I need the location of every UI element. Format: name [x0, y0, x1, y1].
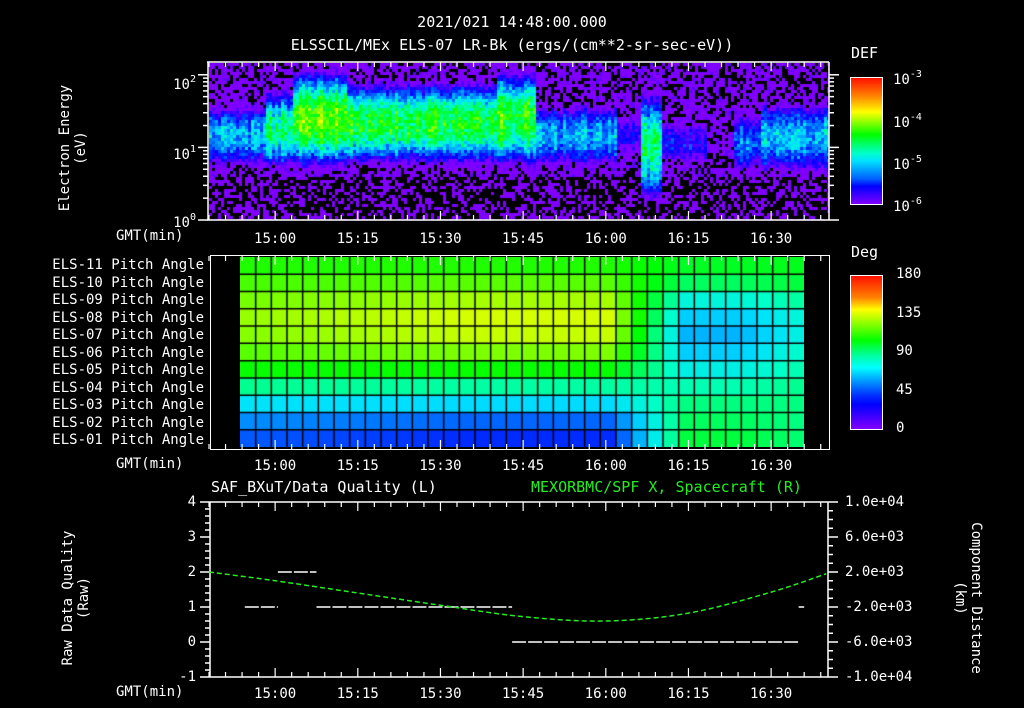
- panel3-xtick-1515: 15:15: [336, 686, 379, 702]
- pitch-row-label-els-04: ELS-04 Pitch Angle: [52, 379, 204, 396]
- deg-colorbar-tick-135: 135: [896, 305, 922, 321]
- panel1-xtick-1530: 15:30: [419, 231, 462, 247]
- pitch-angle-frame: [210, 255, 830, 450]
- panel1-xlabel: GMT(min): [116, 228, 184, 244]
- deg-colorbar-tick-180: 180: [896, 266, 922, 282]
- pitch-row-label-els-09: ELS-09 Pitch Angle: [52, 292, 204, 308]
- panel3-ytick-right-4: -6.0e+03: [845, 634, 913, 650]
- panel2-xtick-1545: 15:45: [502, 458, 545, 474]
- panel2-xtick-1500: 15:00: [254, 458, 297, 474]
- panel3-ytick-left-2: 2: [187, 564, 196, 580]
- deg-colorbar: [850, 275, 883, 430]
- pitch-row-label-els-05: ELS-05 Pitch Angle: [52, 362, 204, 378]
- panel3-xtick-1615: 16:15: [667, 686, 710, 702]
- plot-datetime: 2021/021 14:48:00.000: [417, 13, 607, 31]
- panel3-title-right: MEXORBMC/SPF X, Spacecraft (R): [531, 478, 802, 496]
- panel3-title-left: SAF_BXuT/Data Quality (L): [211, 478, 437, 496]
- panel2-xlabel: GMT(min): [116, 456, 184, 472]
- panel1-xtick-1615: 16:15: [667, 231, 710, 247]
- panel2-xtick-1630: 16:30: [750, 458, 793, 474]
- panel3-xtick-1600: 16:00: [584, 686, 627, 702]
- pitch-row-label-els-01: ELS-01 Pitch Angle: [52, 432, 204, 448]
- def-colorbar-tick-1e-3: 10-3: [893, 69, 922, 88]
- panel1-xtick-1545: 15:45: [502, 231, 545, 247]
- panel3-xtick-1530: 15:30: [419, 686, 462, 702]
- panel1-ytick-100: 102: [173, 74, 196, 93]
- deg-colorbar-tick-0: 0: [896, 420, 905, 436]
- def-colorbar-tick-1e-6: 10-6: [893, 196, 922, 215]
- panel3-ytick-left-0: 0: [187, 634, 196, 650]
- panel3-ytick-right-3: -2.0e+03: [845, 599, 913, 615]
- panel1-xtick-1515: 15:15: [336, 231, 379, 247]
- pitch-row-label-els-08: ELS-08 Pitch Angle: [52, 309, 204, 326]
- panel2-xtick-1530: 15:30: [419, 458, 462, 474]
- pitch-row-label-els-02: ELS-02 Pitch Angle: [52, 414, 204, 431]
- pitch-row-label-els-10: ELS-10 Pitch Angle: [52, 274, 204, 291]
- pitch-row-label-els-11: ELS-11 Pitch Angle: [52, 257, 204, 273]
- panel2-xtick-1515: 15:15: [336, 458, 379, 474]
- panel1-ytick-1: 100: [173, 212, 196, 231]
- panel3-ytick-left--1: -1: [179, 669, 196, 685]
- def-colorbar-tick-1e-4: 10-4: [893, 112, 922, 131]
- panel2-xtick-1600: 16:00: [584, 458, 627, 474]
- pitch-row-label-els-07: ELS-07 Pitch Angle: [52, 327, 204, 343]
- pitch-row-label-els-06: ELS-06 Pitch Angle: [52, 344, 204, 361]
- panel3-xtick-1500: 15:00: [254, 686, 297, 702]
- deg-colorbar-tick-45: 45: [896, 382, 913, 398]
- plot-title: ELSSCIL/MEx ELS-07 LR-Bk (ergs/(cm**2-sr…: [290, 36, 734, 54]
- panel3-ytick-left-3: 3: [187, 529, 196, 545]
- panel2-xtick-1615: 16:15: [667, 458, 710, 474]
- deg-colorbar-label: Deg: [851, 243, 879, 261]
- panel3-xlabel: GMT(min): [116, 684, 184, 700]
- panel3-ytick-right-0: 1.0e+04: [845, 494, 905, 510]
- panel3-ytick-left-4: 4: [187, 494, 196, 510]
- pitch-angle-grid[interactable]: [240, 257, 804, 447]
- panel3-ytick-right-2: 2.0e+03: [845, 564, 905, 580]
- panel1-xtick-1630: 16:30: [750, 231, 793, 247]
- panel3-ytick-right-5: -1.0e+04: [845, 669, 913, 685]
- spf-x-orbit-line: [208, 571, 827, 622]
- panel1-xtick-1500: 15:00: [254, 231, 297, 247]
- panel3-ytick-left-1: 1: [187, 599, 196, 615]
- electron-spectrogram[interactable]: [209, 63, 829, 220]
- def-colorbar: [850, 77, 883, 205]
- panel3-xtick-1630: 16:30: [750, 686, 793, 702]
- panel3-xtick-1545: 15:45: [502, 686, 545, 702]
- def-colorbar-label: DEF: [851, 44, 879, 62]
- panel1-xtick-1600: 16:00: [584, 231, 627, 247]
- deg-colorbar-tick-90: 90: [896, 343, 913, 359]
- panel3-ytick-right-1: 6.0e+03: [845, 529, 905, 545]
- panel1-ytick-10: 101: [173, 144, 196, 163]
- def-colorbar-tick-1e-5: 10-5: [893, 154, 922, 173]
- pitch-row-label-els-03: ELS-03 Pitch Angle: [52, 397, 204, 413]
